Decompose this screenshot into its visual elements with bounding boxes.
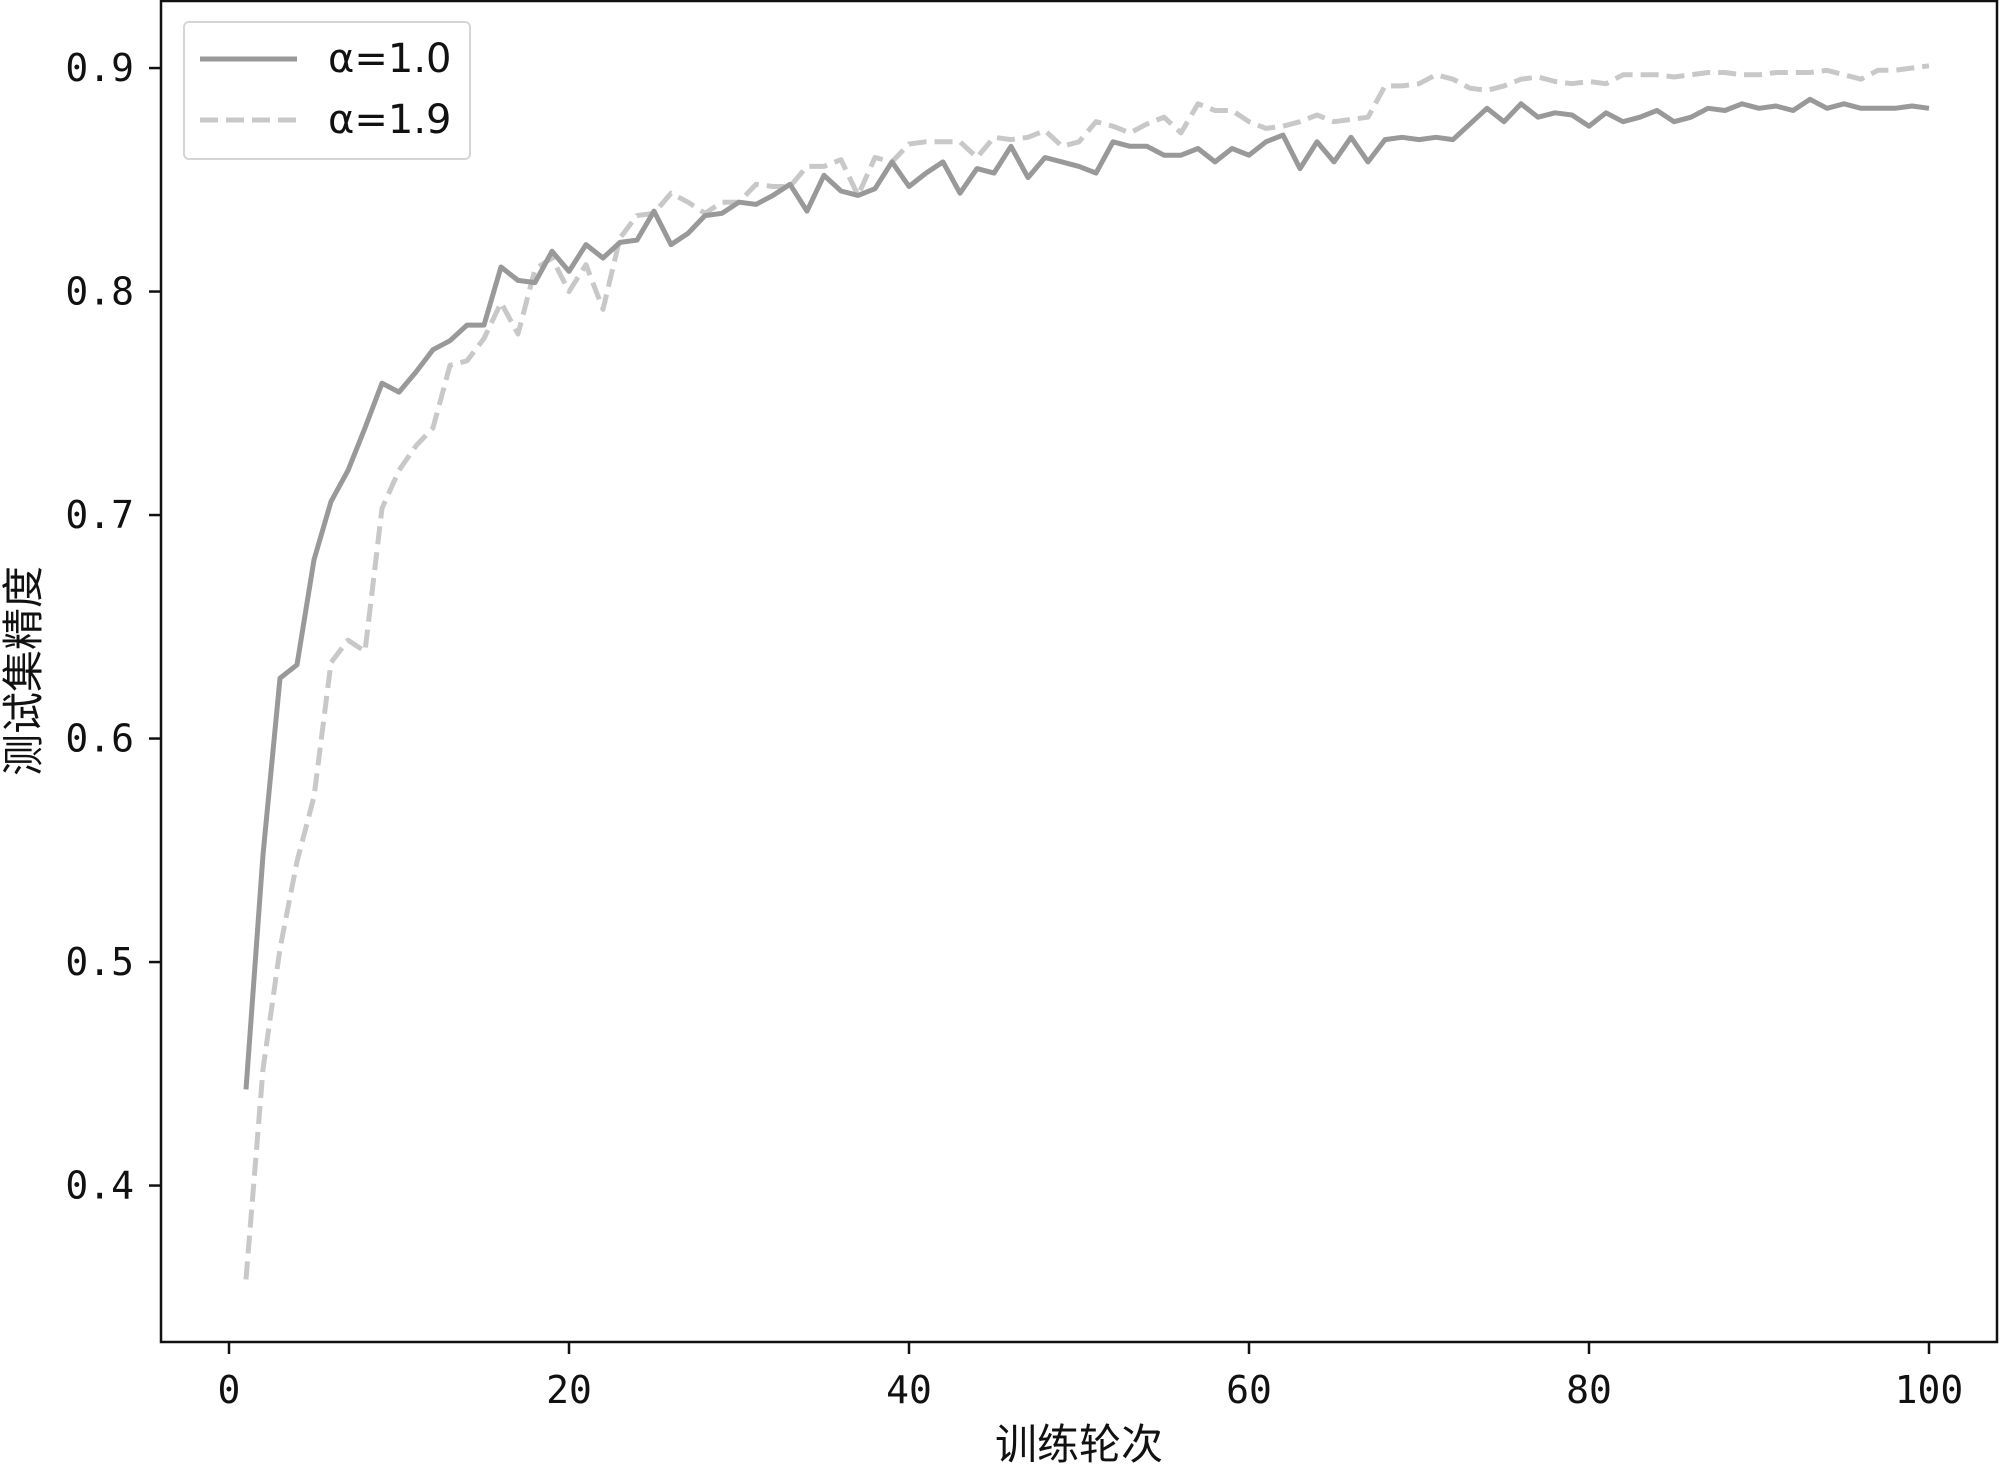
y-tick-label-0.8: 0.8 [65,270,134,314]
x-tick-label-60: 60 [1226,1368,1272,1412]
legend-box [183,21,471,160]
y-tick-label-0.6: 0.6 [65,717,134,761]
legend-label-alpha-1-0: α=1.0 [328,36,452,82]
x-tick-label-0: 0 [218,1368,241,1412]
legend-label-alpha-1-9: α=1.9 [328,97,452,143]
series-layer [243,63,1930,1280]
y-tick-label-0.4: 0.4 [65,1164,134,1208]
x-axis: 0 20 40 60 80 100 [218,1342,1964,1412]
y-tick-label-0.5: 0.5 [65,940,134,984]
x-tick-label-80: 80 [1566,1368,1612,1412]
x-tick-label-20: 20 [546,1368,592,1412]
y-axis: 0.4 0.5 0.6 0.7 0.8 0.9 [65,46,161,1208]
plot-frame [159,0,1999,1344]
series-line-alpha-1-9 [243,63,1930,1280]
x-tick-label-100: 100 [1895,1368,1964,1412]
x-tick-label-40: 40 [886,1368,932,1412]
y-axis-label: 测试集精度 [0,566,48,776]
x-axis-label: 训练轮次 [995,1420,1163,1469]
y-tick-label-0.7: 0.7 [65,493,134,537]
y-tick-label-0.9: 0.9 [65,46,134,90]
series-line-alpha-1-0 [243,96,1930,1090]
legend: α=1.0 α=1.9 [183,21,471,160]
